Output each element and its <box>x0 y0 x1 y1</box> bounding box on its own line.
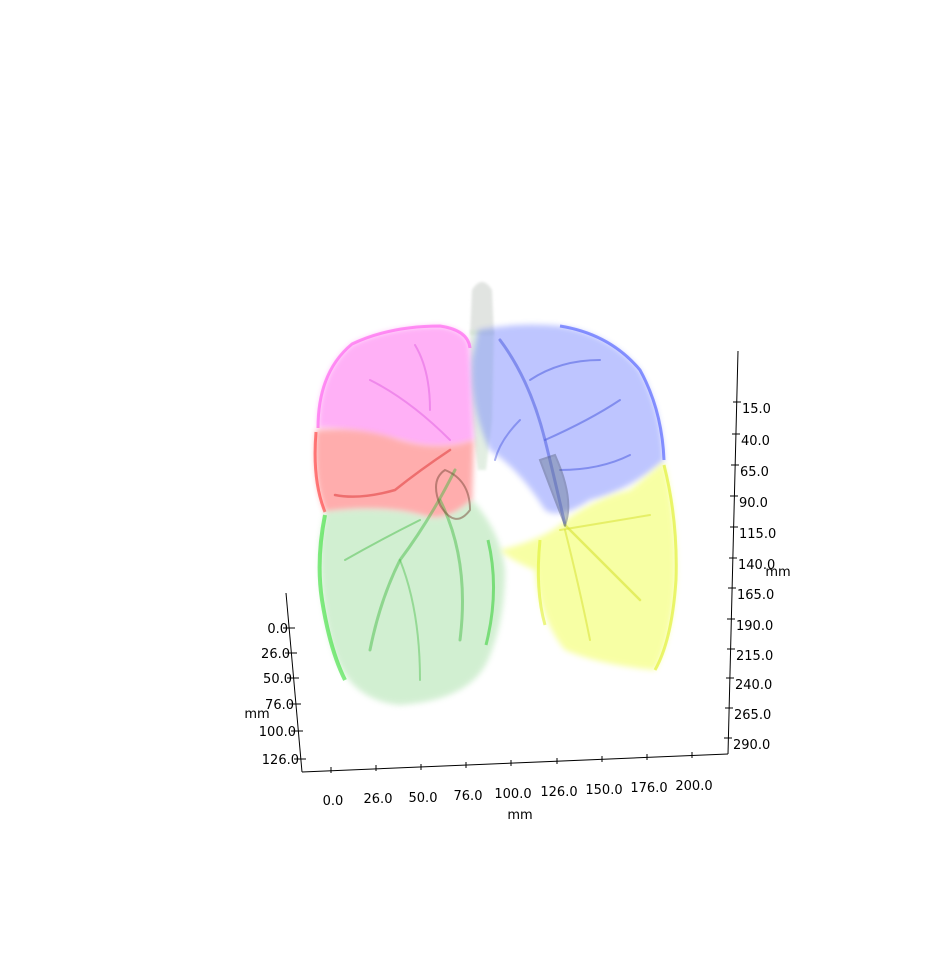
right-lung <box>313 324 505 705</box>
right-upper-lobe <box>318 326 474 446</box>
y-tick-label: 100.0 <box>259 725 296 740</box>
z-tick-label: 240.0 <box>735 678 772 693</box>
x-tick-label: 50.0 <box>409 791 438 806</box>
x-tick-label: 100.0 <box>494 787 531 802</box>
right-lower-lobe <box>319 500 505 705</box>
left-lower-lobe <box>500 462 677 670</box>
z-tick-label: 40.0 <box>741 434 770 449</box>
left-vessel-tree <box>494 338 651 641</box>
z-axis-line <box>727 350 739 755</box>
x-tick-label: 126.0 <box>540 785 577 800</box>
x-tick-label: 26.0 <box>364 792 393 807</box>
x-tick-label: 76.0 <box>454 789 483 804</box>
y-tick-label: 126.0 <box>262 753 299 768</box>
y-axis-title: mm <box>244 707 269 722</box>
y-axis: 0.0 26.0 50.0 76.0 100.0 126.0 mm <box>244 592 306 773</box>
z-tick-label: 15.0 <box>742 402 771 417</box>
z-tick-label: 165.0 <box>737 588 774 603</box>
y-axis-line <box>285 592 303 773</box>
right-vessel-tree <box>333 344 472 681</box>
left-upper-lobe <box>471 324 664 514</box>
z-tick-label: 140.0 <box>738 558 775 573</box>
y-tick-label: 0.0 <box>267 622 288 637</box>
axes: 0.0 26.0 50.0 76.0 100.0 126.0 150.0 176.0 200.0… <box>244 350 791 823</box>
x-axis-line <box>301 753 729 773</box>
x-tick-label: 0.0 <box>323 794 344 809</box>
z-tick-label: 265.0 <box>734 708 771 723</box>
z-axis-title: mm <box>765 565 790 580</box>
z-tick-label: 190.0 <box>736 619 773 634</box>
z-tick-label: 65.0 <box>740 465 769 480</box>
y-tick-label: 76.0 <box>265 698 294 713</box>
z-tick-label: 90.0 <box>739 496 768 511</box>
lung-rendering <box>313 282 678 705</box>
z-tick-label: 115.0 <box>739 527 776 542</box>
x-axis: 0.0 26.0 50.0 76.0 100.0 126.0 150.0 176.0 200.0… <box>301 752 729 823</box>
y-tick-label: 26.0 <box>261 647 290 662</box>
x-tick-label: 176.0 <box>630 781 667 796</box>
z-tick-label: 290.0 <box>733 738 770 753</box>
x-tick-label: 150.0 <box>585 783 622 798</box>
z-axis: 15.0 40.0 65.0 90.0 115.0 140.0 165.0 190.0 215.… <box>724 350 791 755</box>
z-tick-label: 215.0 <box>736 649 773 664</box>
left-lung <box>471 324 678 671</box>
y-tick-label: 50.0 <box>263 672 292 687</box>
x-tick-label: 200.0 <box>675 779 712 794</box>
x-axis-title: mm <box>507 808 532 823</box>
